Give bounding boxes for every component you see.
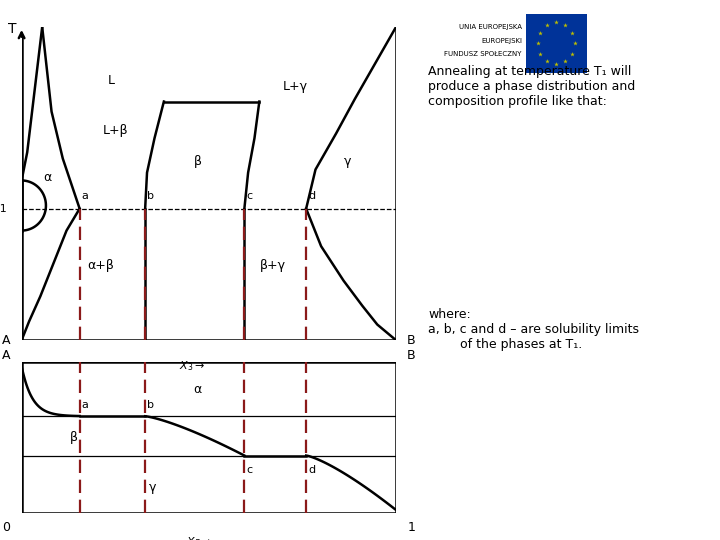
Text: d: d — [308, 464, 315, 475]
Text: c: c — [246, 464, 253, 475]
Text: γ: γ — [149, 481, 156, 494]
Text: a: a — [81, 191, 89, 201]
Text: L: L — [108, 74, 115, 87]
Text: β+γ: β+γ — [259, 259, 286, 272]
Text: UNIA EUROPEJSKA: UNIA EUROPEJSKA — [459, 24, 522, 30]
Text: β: β — [194, 155, 202, 168]
Text: 1: 1 — [408, 521, 415, 534]
Text: α+β: α+β — [87, 259, 114, 272]
Text: L+β: L+β — [102, 124, 128, 137]
Text: T: T — [8, 22, 17, 36]
Text: A: A — [2, 334, 10, 347]
Text: where:
a, b, c and d – are solubility limits
        of the phases at T₁.: where: a, b, c and d – are solubility li… — [428, 308, 639, 351]
Text: $X_3 \rightarrow$: $X_3 \rightarrow$ — [179, 359, 205, 373]
Text: 0: 0 — [2, 521, 10, 534]
Text: c: c — [246, 191, 253, 201]
Text: b: b — [147, 400, 154, 410]
Text: B: B — [408, 349, 416, 362]
Text: T1: T1 — [0, 204, 6, 214]
Text: α: α — [44, 171, 52, 184]
Text: B: B — [408, 334, 416, 347]
Text: L+γ: L+γ — [282, 80, 307, 93]
Text: Annealing at temperature T₁ will
produce a phase distribution and
composition pr: Annealing at temperature T₁ will produce… — [428, 65, 636, 108]
Text: β: β — [70, 431, 78, 444]
Text: a: a — [81, 400, 89, 410]
Text: b: b — [147, 191, 154, 201]
Text: A: A — [2, 349, 10, 362]
Text: EUROPEJSKI: EUROPEJSKI — [481, 37, 522, 44]
Text: γ: γ — [343, 155, 351, 168]
Text: $X_B \rightarrow$: $X_B \rightarrow$ — [186, 536, 213, 540]
Text: FUNDUSZ SPOŁECZNY: FUNDUSZ SPOŁECZNY — [444, 51, 522, 57]
Text: d: d — [308, 191, 315, 201]
Text: α: α — [194, 382, 202, 395]
